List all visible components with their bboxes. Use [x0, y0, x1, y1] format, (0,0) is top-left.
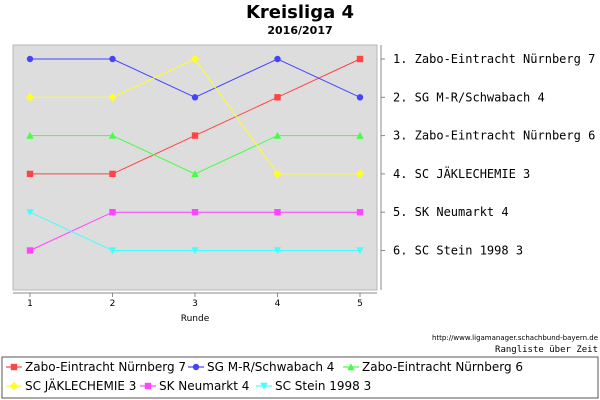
legend-marker [347, 363, 355, 371]
chart-caption: Rangliste über Zeit [495, 345, 598, 355]
series-2 [26, 55, 364, 101]
x-tick-label: 2 [110, 299, 116, 309]
legend-item: SK Neumarkt 4 [140, 379, 249, 393]
data-point [274, 55, 281, 63]
x-tick-label: 1 [27, 299, 33, 309]
series-5 [26, 209, 364, 254]
x-tick-group: 1 2 3 4 5 [27, 293, 363, 309]
data-point [356, 209, 364, 216]
data-point [356, 55, 364, 63]
series-6 [26, 209, 364, 255]
legend-marker [192, 363, 200, 371]
series-4 [25, 54, 365, 179]
data-point [190, 54, 200, 64]
legend-label: SC JÄKLECHEMIE 3 [25, 378, 136, 393]
data-point [26, 247, 34, 254]
rank-label: 5. SK Neumarkt 4 [393, 205, 509, 219]
data-point [26, 55, 34, 63]
rank-label: 1. Zabo-Eintracht Nürnberg 7 [393, 52, 595, 66]
rank-label: 3. Zabo-Eintracht Nürnberg 6 [393, 129, 595, 143]
data-point [26, 131, 34, 139]
data-point [109, 209, 116, 216]
rank-label: 6. SC Stein 1998 3 [393, 244, 523, 258]
data-point [26, 209, 34, 216]
data-point [108, 247, 117, 255]
data-point [26, 170, 34, 178]
legend-box [1, 356, 599, 399]
data-point [109, 170, 116, 178]
chart-subtitle: 2016/2017 [267, 24, 332, 37]
legend-item: SG M-R/Schwabach 4 [188, 360, 334, 374]
data-point [355, 169, 365, 179]
legend-label: Zabo-Eintracht Nürnberg 6 [362, 360, 523, 374]
series-1 [26, 55, 364, 178]
x-tick-label: 3 [192, 299, 198, 309]
data-point [191, 94, 199, 101]
data-point [356, 131, 364, 139]
legend-marker [10, 363, 18, 371]
legend: Zabo-Eintracht Nürnberg 7 SG M-R/Schwabac… [6, 360, 523, 393]
legend-label: SC Stein 1998 3 [275, 379, 371, 393]
y-tick-group [381, 58, 385, 251]
data-point [273, 247, 282, 255]
x-axis-label: Runde [181, 314, 210, 324]
data-point [356, 247, 364, 255]
legend-marker [260, 382, 268, 390]
series-group [25, 54, 365, 255]
data-point [191, 132, 199, 139]
legend-item: SC Stein 1998 3 [256, 379, 371, 393]
data-point [108, 131, 117, 139]
series-3 [26, 131, 364, 178]
data-point [273, 131, 282, 139]
source-url: http://www.ligamanager.schachbund-bayern… [432, 334, 598, 342]
data-point [25, 93, 35, 102]
data-point [274, 209, 281, 216]
chart-title: Kreisliga 4 [246, 2, 354, 23]
legend-label: SK Neumarkt 4 [159, 379, 249, 393]
data-point [108, 93, 117, 102]
data-point [109, 55, 116, 63]
data-point [191, 209, 199, 216]
legend-item: Zabo-Eintracht Nürnberg 7 [6, 360, 186, 374]
legend-label: SG M-R/Schwabach 4 [207, 360, 334, 374]
legend-label: Zabo-Eintracht Nürnberg 7 [25, 360, 186, 374]
rank-label: 4. SC JÄKLECHEMIE 3 [393, 166, 530, 181]
data-point [273, 169, 282, 179]
data-point [191, 170, 199, 178]
data-point [356, 94, 364, 101]
x-tick-label: 4 [275, 299, 281, 309]
rank-label-group: 1. Zabo-Eintracht Nürnberg 7 2. SG M-R/Sc… [393, 52, 595, 258]
data-point [274, 94, 281, 101]
x-tick-label: 5 [357, 299, 363, 309]
legend-item: Zabo-Eintracht Nürnberg 6 [343, 360, 523, 374]
data-point [191, 247, 199, 255]
legend-marker [144, 382, 152, 390]
legend-marker [9, 381, 19, 391]
legend-item: SC JÄKLECHEMIE 3 [6, 378, 136, 393]
rank-label: 2. SG M-R/Schwabach 4 [393, 90, 545, 104]
